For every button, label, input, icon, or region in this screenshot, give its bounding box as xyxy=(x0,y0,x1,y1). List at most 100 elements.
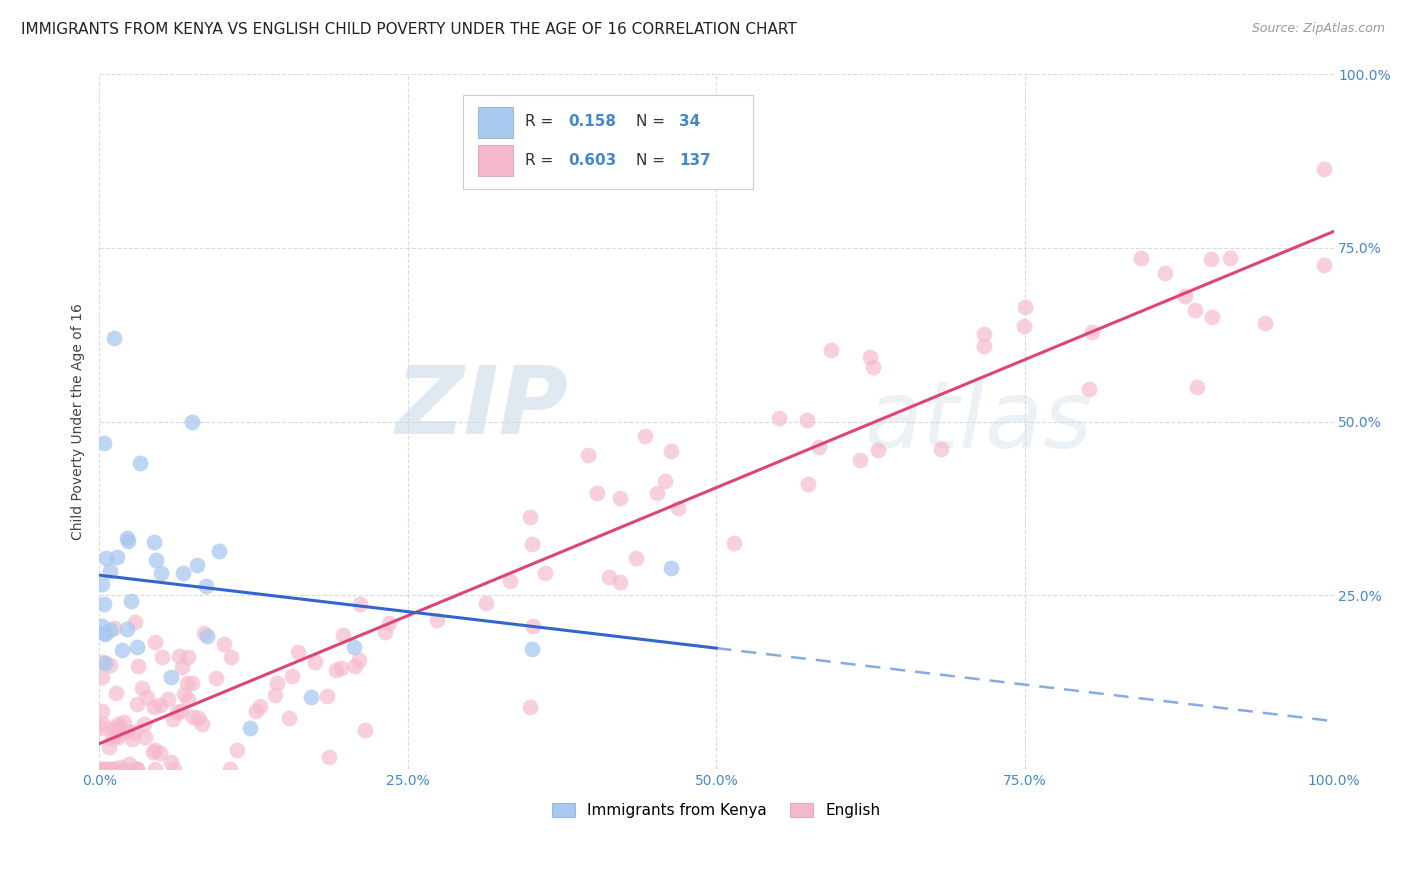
Point xyxy=(134,730,156,744)
Point xyxy=(659,560,682,574)
Text: R =: R = xyxy=(524,153,558,169)
Point xyxy=(1313,258,1336,272)
Point xyxy=(121,731,143,746)
Point xyxy=(973,327,995,342)
Point xyxy=(1187,380,1209,394)
Point xyxy=(127,762,149,776)
Point xyxy=(520,537,543,551)
Point xyxy=(93,597,115,611)
Text: 137: 137 xyxy=(679,153,711,169)
Point xyxy=(104,686,127,700)
Point xyxy=(162,712,184,726)
Point xyxy=(125,697,148,711)
Point xyxy=(1014,318,1036,333)
Point xyxy=(90,670,112,684)
Point xyxy=(105,550,128,565)
FancyBboxPatch shape xyxy=(478,145,513,177)
Point xyxy=(344,659,367,673)
Text: 34: 34 xyxy=(679,114,700,129)
Point xyxy=(522,619,544,633)
Point xyxy=(143,635,166,649)
Point xyxy=(94,626,117,640)
Point xyxy=(848,453,870,467)
Point xyxy=(353,723,375,738)
Point xyxy=(134,717,156,731)
Point xyxy=(204,671,226,685)
Point xyxy=(107,717,129,731)
Point xyxy=(343,640,366,655)
Point xyxy=(90,704,112,718)
Point xyxy=(128,456,150,470)
Point xyxy=(304,655,326,669)
Point xyxy=(332,628,354,642)
Point xyxy=(624,551,647,566)
Point xyxy=(1154,266,1177,280)
Point xyxy=(181,676,204,690)
Point xyxy=(118,757,141,772)
Point xyxy=(186,558,208,572)
Text: Source: ZipAtlas.com: Source: ZipAtlas.com xyxy=(1251,22,1385,36)
Text: ZIP: ZIP xyxy=(395,362,568,454)
Point xyxy=(666,501,689,516)
Point xyxy=(108,721,131,735)
Point xyxy=(98,564,121,578)
Point xyxy=(266,676,288,690)
Point xyxy=(117,623,139,637)
Point xyxy=(634,429,657,443)
Point xyxy=(90,655,112,669)
Point xyxy=(858,350,880,364)
Point xyxy=(218,762,240,776)
Point xyxy=(107,730,129,744)
Point xyxy=(181,415,204,429)
Point xyxy=(114,762,136,776)
Point xyxy=(98,762,121,776)
Point xyxy=(117,534,139,549)
Point xyxy=(91,762,114,776)
Point xyxy=(149,698,172,713)
Point xyxy=(264,689,287,703)
Point xyxy=(103,620,125,634)
Point xyxy=(1014,300,1036,314)
Point xyxy=(131,681,153,696)
Point xyxy=(325,664,347,678)
Point xyxy=(1184,303,1206,318)
Point xyxy=(145,553,167,567)
Y-axis label: Child Poverty Under the Age of 16: Child Poverty Under the Age of 16 xyxy=(72,303,86,540)
Point xyxy=(654,474,676,488)
Point xyxy=(193,626,215,640)
Point xyxy=(104,729,127,743)
Point xyxy=(93,717,115,731)
Point xyxy=(249,698,271,713)
Point xyxy=(1219,252,1241,266)
Point xyxy=(96,551,118,566)
Point xyxy=(195,629,218,643)
Point xyxy=(1080,325,1102,339)
Point xyxy=(177,692,200,706)
Point xyxy=(127,658,149,673)
Point xyxy=(127,640,149,655)
Point xyxy=(150,649,173,664)
Point xyxy=(576,449,599,463)
Point xyxy=(475,596,498,610)
Point xyxy=(768,410,790,425)
Point xyxy=(862,360,884,375)
Point xyxy=(973,339,995,353)
Point xyxy=(98,657,121,672)
Point xyxy=(1077,383,1099,397)
Point xyxy=(820,343,842,358)
Point xyxy=(374,624,396,639)
Point xyxy=(330,661,353,675)
Point xyxy=(173,687,195,701)
Point xyxy=(225,743,247,757)
Point xyxy=(160,756,183,770)
Point xyxy=(1130,252,1153,266)
Text: IMMIGRANTS FROM KENYA VS ENGLISH CHILD POVERTY UNDER THE AGE OF 16 CORRELATION C: IMMIGRANTS FROM KENYA VS ENGLISH CHILD P… xyxy=(21,22,797,37)
Text: N =: N = xyxy=(636,114,671,129)
Text: atlas: atlas xyxy=(865,376,1092,467)
Point xyxy=(124,724,146,739)
Point xyxy=(90,721,112,735)
Point xyxy=(117,531,139,545)
Point xyxy=(177,649,200,664)
FancyBboxPatch shape xyxy=(478,107,513,138)
Point xyxy=(143,762,166,776)
